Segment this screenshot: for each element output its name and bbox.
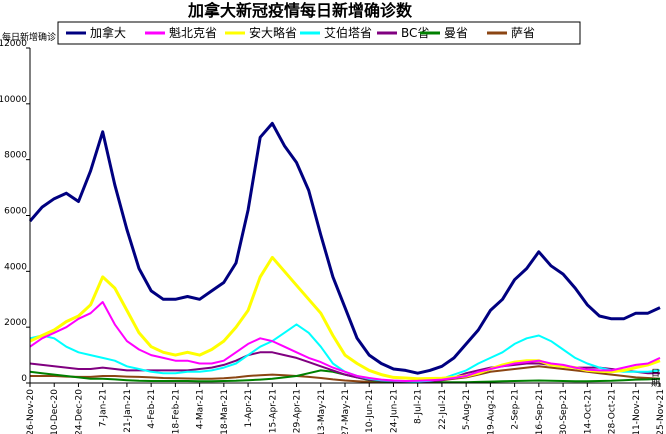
x-tick-label: 28-Oct-21 (608, 389, 618, 434)
x-tick-label: 7-Jan-21 (99, 389, 109, 427)
y-tick-label: 4000 (4, 262, 27, 272)
x-tick-label: 18-Mar-21 (220, 389, 230, 434)
y-tick-label: 2000 (4, 318, 27, 328)
x-tick-label: 21-Jan-21 (123, 389, 133, 433)
legend-label: 萨省 (511, 26, 535, 40)
x-tick-label: 16-Sep-21 (535, 389, 545, 434)
legend-label: BC省 (401, 26, 429, 40)
series-line-1 (29, 301, 661, 382)
legend-label: 魁北克省 (169, 25, 217, 40)
legend-label: 艾伯塔省 (324, 25, 372, 40)
y-tick-label: 0 (21, 374, 27, 384)
x-tick-label: 10-Jun-21 (365, 389, 375, 433)
x-tick-label: 5-Aug-21 (462, 389, 472, 430)
y-tick-label: 12000 (0, 39, 27, 49)
x-tick-label: 4-Mar-21 (196, 389, 206, 429)
x-tick-label: 2-Sep-21 (511, 389, 521, 430)
series-group (28, 121, 661, 384)
legend: 加拿大 魁北克省 安大略省 艾伯塔省 BC省 曼省 萨省 (66, 25, 535, 40)
x-tick-label: 19-Aug-21 (486, 389, 496, 434)
x-tick-label: 30-Sep-21 (559, 389, 569, 434)
x-axis: 26-Nov-20 10-Dec-20 24-Dec-20 7-Jan-21 21-Ja… (26, 383, 666, 434)
x-tick-label: 1-Apr-21 (244, 389, 254, 427)
x-tick-label: 11-Nov-21 (632, 389, 642, 434)
chart-title: 加拿大新冠疫情每日新增确诊数 (187, 1, 413, 20)
x-tick-label: 24-Jun-21 (389, 389, 399, 433)
x-tick-label: 8-Jul-21 (414, 389, 424, 424)
y-axis: 0 2000 4000 6000 8000 10000 12000 (0, 39, 30, 384)
x-tick-label: 14-Oct-21 (583, 389, 593, 434)
y-tick-label: 10000 (0, 95, 27, 105)
legend-label: 加拿大 (90, 25, 126, 40)
legend-label: 曼省 (444, 26, 468, 40)
x-tick-label: 24-Dec-20 (74, 389, 84, 434)
legend-label: 安大略省 (249, 25, 297, 40)
series-line-2 (29, 255, 661, 381)
x-tick-label: 13-May-21 (317, 389, 327, 434)
x-tick-label: 10-Dec-20 (50, 389, 60, 434)
x-tick-label: 18-Feb-21 (171, 389, 181, 434)
x-tick-label: 25-Nov-21 (656, 389, 666, 434)
series-line-0 (28, 121, 661, 375)
y-axis-label: 每日新增确诊 (2, 31, 56, 43)
x-tick-label: 27-May-21 (341, 389, 351, 434)
x-tick-label: 15-Apr-21 (268, 389, 278, 433)
y-tick-label: 8000 (4, 151, 27, 161)
series-line-6 (30, 365, 661, 384)
x-tick-label: 29-Apr-21 (293, 389, 303, 433)
x-tick-label: 26-Nov-20 (26, 389, 36, 434)
x-tick-label: 22-Jul-21 (438, 389, 448, 430)
x-axis-label: 日期 (651, 368, 660, 389)
y-tick-label: 6000 (4, 207, 27, 217)
x-tick-label: 4-Feb-21 (147, 389, 157, 429)
